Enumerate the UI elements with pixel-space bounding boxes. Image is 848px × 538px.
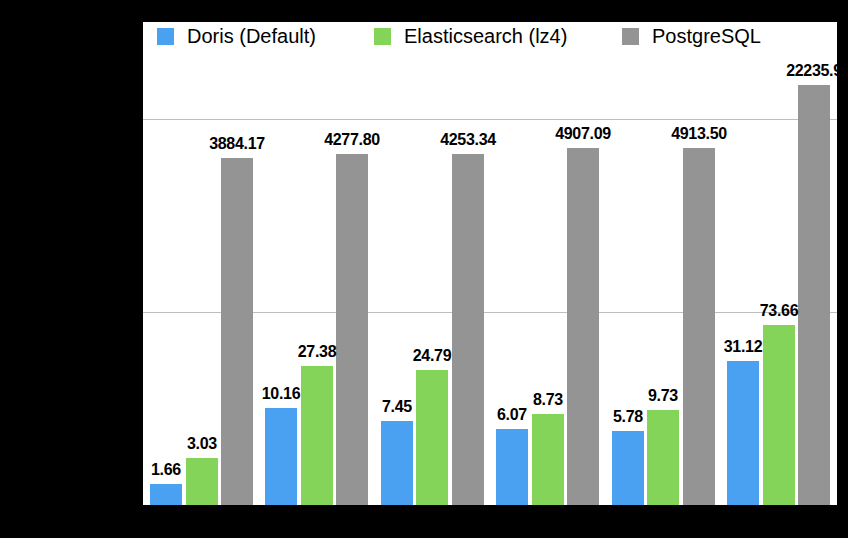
gridline-10000 (143, 119, 837, 120)
plot-area: 1.66 3.03 3884.17 10.16 27.38 4277.80 7.45 24.7… (143, 22, 837, 505)
bar-postgresql-group4 (567, 148, 599, 505)
bar-value-label: 27.38 (298, 343, 337, 361)
legend-swatch-elasticsearch (374, 28, 391, 45)
bar-elasticsearch-group6 (763, 325, 795, 505)
bar-value-label: 5.78 (613, 408, 643, 426)
bar-elasticsearch-group2 (301, 366, 333, 505)
bar-value-label: 73.66 (760, 302, 799, 320)
bar-value-label: 9.73 (648, 387, 678, 405)
legend-label-doris: Doris (Default) (187, 26, 316, 46)
bar-doris-group6 (727, 361, 759, 505)
legend-label-elasticsearch: Elasticsearch (lz4) (404, 26, 567, 46)
bar-value-label: 24.79 (413, 347, 452, 365)
bar-value-label: 3.03 (187, 435, 217, 453)
bar-value-label: 1.66 (151, 461, 181, 479)
bar-value-label: 6.07 (497, 406, 527, 424)
bar-elasticsearch-group1 (186, 458, 218, 505)
bar-doris-group5 (612, 431, 644, 505)
bar-doris-group2 (265, 408, 297, 505)
legend-swatch-postgresql (622, 28, 639, 45)
legend: Doris (Default) Elasticsearch (lz4) Post… (143, 26, 837, 50)
plot-panel: Doris (Default) Elasticsearch (lz4) Post… (143, 22, 837, 505)
legend-swatch-doris (157, 28, 174, 45)
bar-value-label: 7.45 (382, 398, 412, 416)
bar-postgresql-group5 (683, 148, 715, 505)
bar-postgresql-group2 (336, 154, 368, 505)
bar-doris-group3 (381, 421, 413, 505)
bar-doris-group1 (150, 484, 182, 505)
legend-item-postgresql: PostgreSQL (622, 26, 761, 46)
bar-value-label: 4277.80 (324, 131, 380, 149)
bar-doris-group4 (496, 429, 528, 505)
bar-postgresql-group6 (798, 85, 830, 505)
bar-value-label: 4907.09 (555, 125, 611, 143)
bar-elasticsearch-group4 (532, 414, 564, 505)
bar-value-label: 3884.17 (209, 135, 265, 153)
legend-item-elasticsearch: Elasticsearch (lz4) (374, 26, 567, 46)
bar-value-label: 10.16 (262, 385, 301, 403)
bar-value-label: 31.12 (724, 338, 763, 356)
bar-elasticsearch-group3 (416, 370, 448, 505)
bar-value-label: 4913.50 (671, 125, 727, 143)
legend-label-postgresql: PostgreSQL (652, 26, 761, 46)
chart-canvas: Doris (Default) Elasticsearch (lz4) Post… (0, 0, 848, 538)
bar-elasticsearch-group5 (647, 410, 679, 505)
bar-postgresql-group3 (452, 154, 484, 505)
bar-value-label: 22235.9 (786, 62, 837, 80)
bar-postgresql-group1 (221, 158, 253, 505)
bar-value-label: 4253.34 (440, 131, 496, 149)
legend-item-doris: Doris (Default) (157, 26, 316, 46)
bar-value-label: 8.73 (533, 391, 563, 409)
